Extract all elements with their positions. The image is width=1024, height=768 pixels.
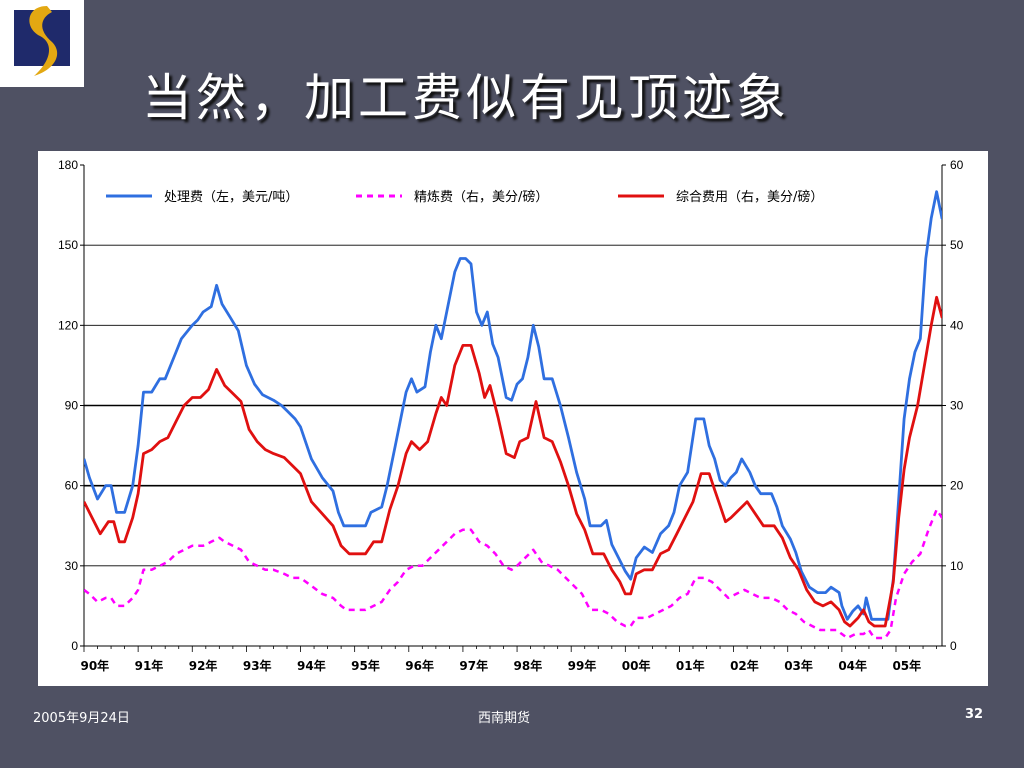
logo-emblem-icon [14,6,70,76]
left-axis-tick-label: 120 [58,318,78,332]
x-axis-tick-label: 91年 [135,658,164,673]
left-axis-tick-label: 0 [71,639,78,653]
x-axis-tick-label: 93年 [243,658,272,673]
x-axis-tick-label: 92年 [189,658,218,673]
chart-container: 0 30 60 90 120 150 180 0 10 20 30 40 50 60 90年 91年 92年 93… [38,151,988,686]
x-axis-tick-label: 01年 [676,658,705,673]
x-axis-tick-label: 97年 [459,658,488,673]
left-axis-tick-label: 90 [65,399,79,413]
series-line-3 [84,295,942,628]
left-axis-tick-label: 150 [58,238,78,252]
right-axis-tick-label: 10 [950,559,964,573]
legend-label-2: 精炼费（右，美分/磅） [414,189,548,205]
right-axis-tick-label: 20 [950,479,964,493]
fee-line-chart: 0 30 60 90 120 150 180 0 10 20 30 40 50 60 90年 91年 92年 93… [58,158,964,673]
x-axis-tick-label: 98年 [514,658,543,673]
right-axis-tick-label: 40 [950,318,964,332]
left-axis-tick-label: 60 [65,479,79,493]
page-number: 32 [965,707,984,722]
legend-label-1: 处理费（左，美元/吨） [164,190,298,205]
footer-company: 西南期货 [478,711,531,726]
x-axis-tick-label: 95年 [351,658,380,673]
right-axis-tick-label: 0 [950,639,957,653]
right-axis-tick-label: 30 [950,399,964,413]
right-axis-tick-label: 60 [950,158,964,172]
x-axis-tick-label: 90年 [80,658,109,673]
x-axis-tick-label: 05年 [892,658,921,673]
footer-date: 2005年9月24日 [33,711,130,726]
x-axis-tick-label: 99年 [568,658,597,673]
slide-title: 当然，加工费似有见顶迹象 [142,69,790,127]
x-axis-tick-label: 96年 [405,658,434,673]
left-axis-tick-label: 180 [58,158,78,172]
x-axis-tick-label: 03年 [784,658,813,673]
x-axis-tick-label: 00年 [622,658,651,673]
series-line-1 [84,190,942,621]
left-axis-tick-label: 30 [65,559,79,573]
right-axis-tick-label: 50 [950,238,964,252]
series-line-2 [84,508,942,640]
x-axis-tick-label: 02年 [730,658,759,673]
x-axis-tick-label: 04年 [838,658,867,673]
company-logo [0,0,84,87]
logo-s-stroke [29,6,58,76]
x-axis-tick-label: 94年 [297,658,326,673]
legend-label-3: 综合费用（右，美分/磅） [676,189,823,205]
